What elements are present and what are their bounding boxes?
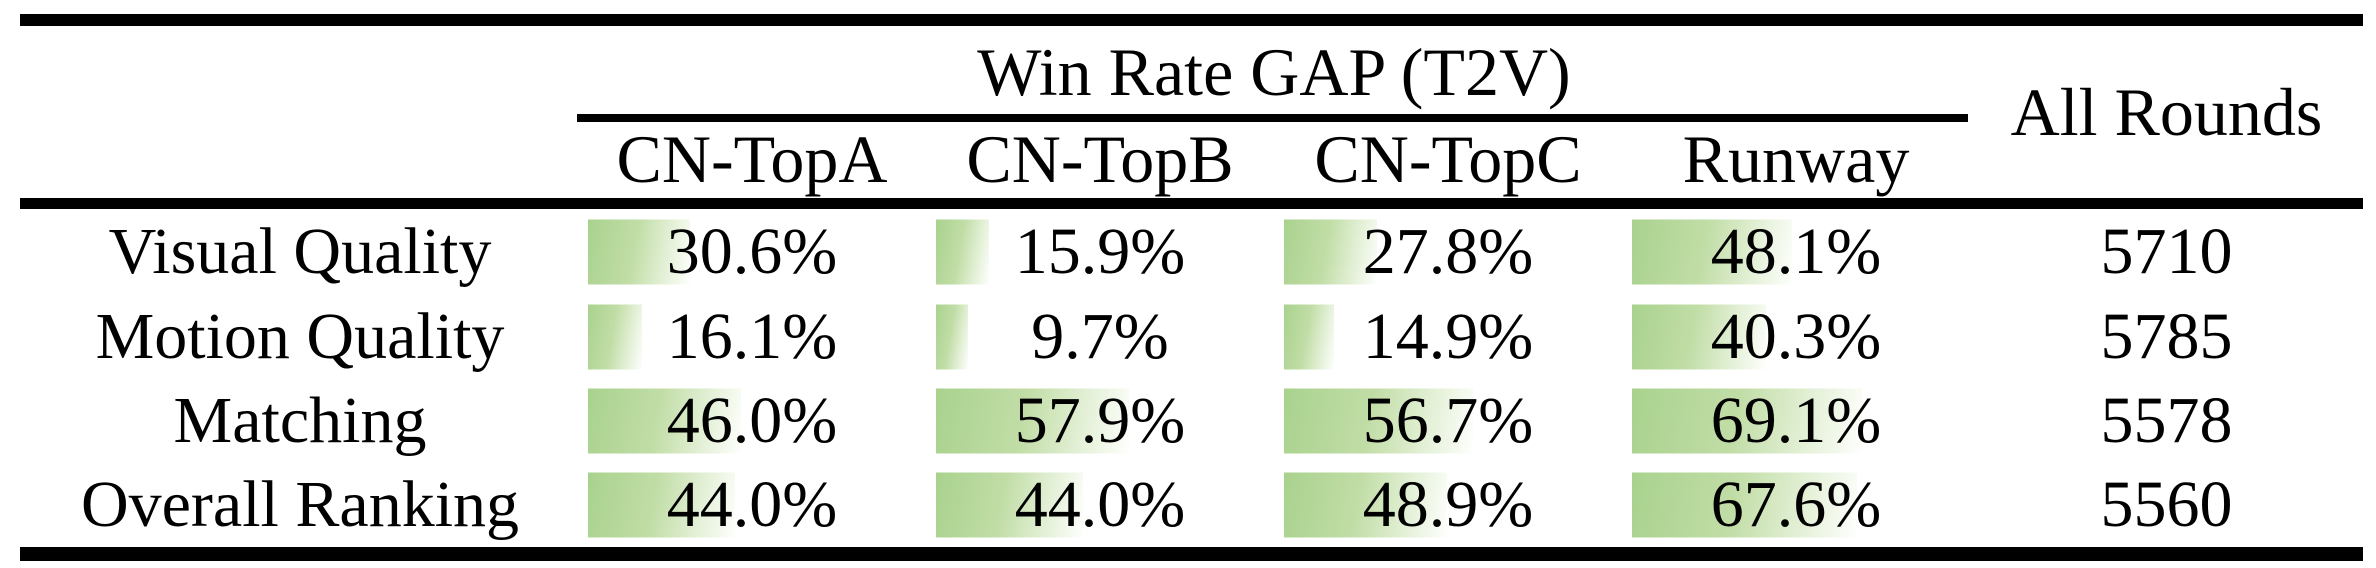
table-cell: 9.7% [926,294,1274,379]
win-rate-bar [1632,472,1858,538]
win-rate-bar [1632,219,1793,284]
win-rate-bar [1284,472,1447,538]
all-rounds-value: 5578 [2100,384,2233,457]
cell-value: 67.6% [1710,468,1882,541]
all-rounds-value: 5560 [2100,468,2233,541]
cell-value: 69.1% [1710,384,1882,457]
win-rate-bar [1632,304,1767,369]
win-rate-bar [1284,304,1334,369]
cell-value: 48.9% [1362,468,1534,541]
table-title: Win Rate GAP (T2V) [977,33,1571,110]
all-rounds-value: 5710 [2100,214,2233,288]
win-rate-bar [936,388,1129,454]
table-bottom-rule [20,547,2363,561]
win-rate-bar [588,304,642,369]
table-cell: 15.9% [926,209,1274,294]
win-rate-bar [1632,388,1863,454]
column-header-runway: Runway [1682,120,1910,197]
row-label-overall-ranking: Overall Ranking [80,468,520,541]
cell-value: 44.0% [666,468,838,541]
column-header-all-rounds: All Rounds [2010,73,2323,150]
row-label-matching: Matching [173,384,427,457]
row-label-motion-quality: Motion Quality [95,299,505,373]
win-rate-bar [936,304,969,369]
column-header-cn-topb: CN-TopB [966,120,1234,197]
cell-value: 14.9% [1362,299,1534,373]
win-rate-bar [588,219,690,284]
table-cell: 48.1% [1622,209,1970,294]
cell-value: 27.8% [1362,214,1534,288]
win-rate-bar [588,472,735,538]
table-cell: 27.8% [1274,209,1622,294]
row-label-visual-quality: Visual Quality [108,214,492,288]
table-cell: 44.0% [926,463,1274,547]
table-cell: 30.6% [578,209,926,294]
cell-value: 9.7% [1031,299,1169,373]
title-underline-rule [577,114,1968,122]
win-rate-bar [588,388,742,454]
all-rounds-value: 5785 [2100,299,2233,373]
column-header-cn-topa: CN-TopA [616,120,888,197]
table-cell: 46.0% [578,379,926,463]
win-rate-bar [936,219,989,284]
table-cell: 48.9% [1274,463,1622,547]
table-cell: 67.6% [1622,463,1970,547]
cell-value: 15.9% [1014,214,1186,288]
table-cell: 14.9% [1274,294,1622,379]
table-top-rule [20,14,2363,26]
cell-value: 56.7% [1362,384,1534,457]
table-cell: 40.3% [1622,294,1970,379]
cell-value: 30.6% [666,214,838,288]
cell-value: 16.1% [666,299,838,373]
table-cell: 16.1% [578,294,926,379]
win-rate-bar [1284,219,1377,284]
table-cell: 57.9% [926,379,1274,463]
win-rate-bar [936,472,1083,538]
cell-value: 46.0% [666,384,838,457]
cell-value: 40.3% [1710,299,1882,373]
header-separator-rule [20,198,2363,209]
table-cell: 69.1% [1622,379,1970,463]
column-header-cn-topc: CN-TopC [1314,120,1582,197]
cell-value: 48.1% [1710,214,1882,288]
win-rate-bar [1284,388,1473,454]
table-cell: 44.0% [578,463,926,547]
cell-value: 57.9% [1014,384,1186,457]
table-cell: 56.7% [1274,379,1622,463]
cell-value: 44.0% [1014,468,1186,541]
